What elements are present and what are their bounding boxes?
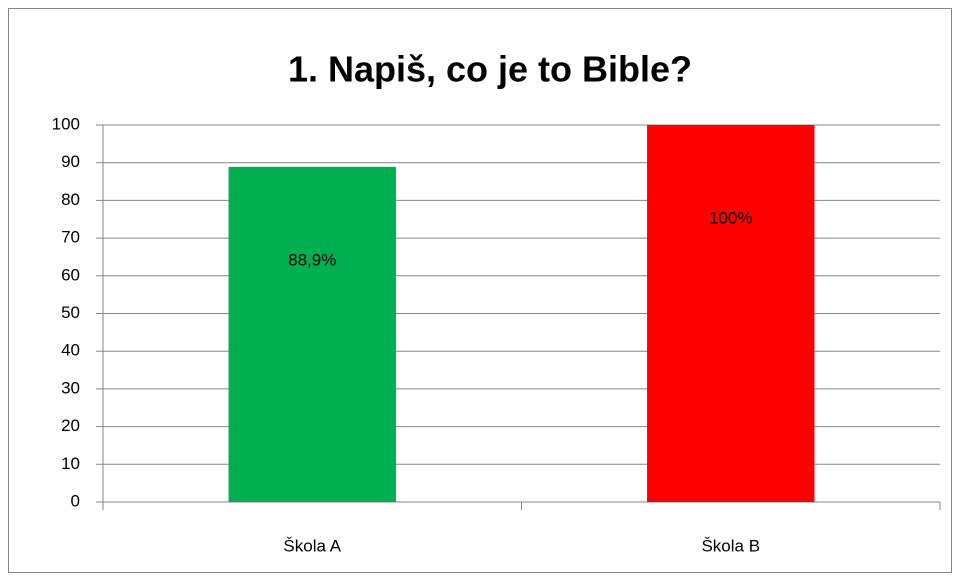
y-tick-label: 60 xyxy=(61,265,80,284)
y-tick-label: 0 xyxy=(71,491,80,510)
x-tick-label: Škola B xyxy=(701,536,760,555)
y-tick-label: 70 xyxy=(61,228,80,247)
x-tick-label: Škola A xyxy=(283,536,341,555)
data-label: 100% xyxy=(709,208,752,227)
chart-title: 1. Napiš, co je to Bible? xyxy=(288,49,692,90)
y-tick-label: 40 xyxy=(61,341,80,360)
y-tick-label: 50 xyxy=(61,303,80,322)
y-tick-label: 80 xyxy=(61,190,80,209)
bar xyxy=(647,125,815,502)
bar xyxy=(228,166,396,503)
y-tick-label: 20 xyxy=(61,416,80,435)
y-tick-label: 100 xyxy=(52,114,80,133)
y-tick-label: 90 xyxy=(61,152,80,171)
y-tick-label: 30 xyxy=(61,378,80,397)
y-tick-label: 10 xyxy=(61,454,80,473)
data-label: 88,9% xyxy=(288,250,336,269)
